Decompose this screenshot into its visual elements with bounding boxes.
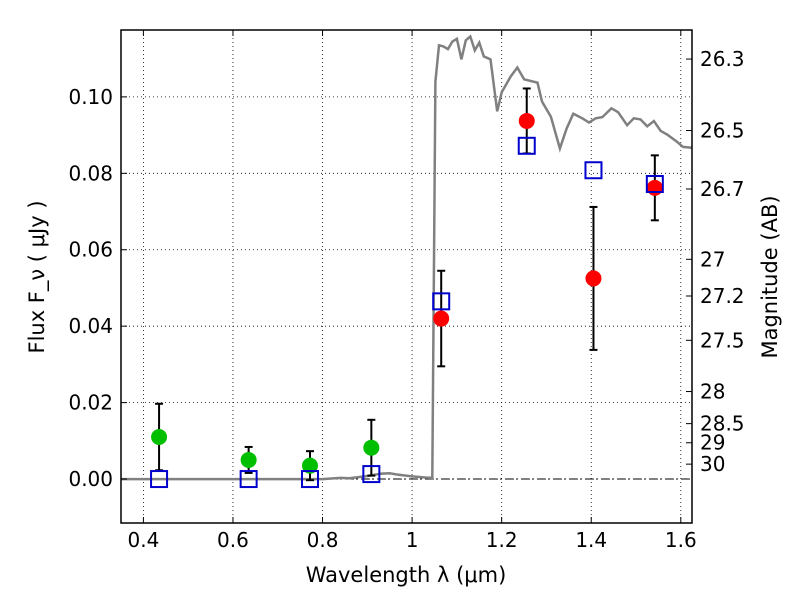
model-point-square	[584, 161, 603, 180]
right-tick-label: 28	[700, 380, 725, 404]
right-tick-label: 30	[700, 452, 725, 476]
data-point-circle	[363, 439, 380, 456]
model-point-square	[150, 470, 169, 489]
plot-frame	[120, 29, 693, 524]
y-tick-label: 0.06	[68, 238, 113, 262]
model-point-square	[517, 136, 536, 155]
y-axis-label: Flux F_ν ( μJy )	[25, 200, 50, 353]
model-point-square	[300, 470, 319, 489]
x-tick-label: 1.4	[575, 528, 607, 552]
data-point-circle	[433, 310, 450, 327]
series-layer	[121, 34, 693, 489]
right-tick-label: 26.3	[700, 47, 745, 71]
model-point-square	[362, 465, 381, 484]
ticks: 0.4 0.6 0.8 1 1.2 1.4 1.6 0.00 0.02 0.04 0.06 0.08 0…	[68, 30, 745, 552]
right-axis-label: Magnitude (AB)	[758, 195, 782, 358]
right-tick-label: 27.2	[700, 284, 745, 308]
y-tick-label: 0.00	[68, 467, 113, 491]
model-point-square	[645, 175, 664, 194]
data-point-circle	[585, 270, 602, 287]
right-tick-label: 29	[700, 431, 725, 455]
model-spectrum-line	[121, 34, 693, 481]
right-tick-label: 26.5	[700, 119, 745, 143]
x-tick-label: 1.6	[665, 528, 697, 552]
data-point-circle	[518, 112, 535, 129]
model-point-square	[432, 292, 451, 311]
x-tick-label: 1	[406, 528, 419, 552]
data-point-circle	[151, 429, 168, 446]
right-tick-label: 27.5	[700, 328, 745, 352]
grid	[121, 30, 692, 523]
y-tick-label: 0.08	[68, 161, 113, 185]
right-tick-label: 26.7	[700, 177, 745, 201]
y-tick-label: 0.10	[68, 85, 113, 109]
right-tick-label: 28.5	[700, 412, 745, 436]
x-tick-label: 0.4	[127, 528, 159, 552]
data-point-circle	[301, 457, 318, 474]
data-point-circle	[646, 179, 663, 196]
right-tick-label: 27	[700, 247, 725, 271]
model-point-square	[239, 470, 258, 489]
x-axis-label: Wavelength λ (μm)	[306, 563, 507, 587]
x-tick-label: 0.8	[307, 528, 339, 552]
data-point-circle	[240, 451, 257, 468]
x-tick-label: 0.6	[217, 528, 249, 552]
y-tick-label: 0.02	[68, 391, 113, 415]
x-tick-label: 1.2	[486, 528, 518, 552]
y-tick-label: 0.04	[68, 314, 113, 338]
